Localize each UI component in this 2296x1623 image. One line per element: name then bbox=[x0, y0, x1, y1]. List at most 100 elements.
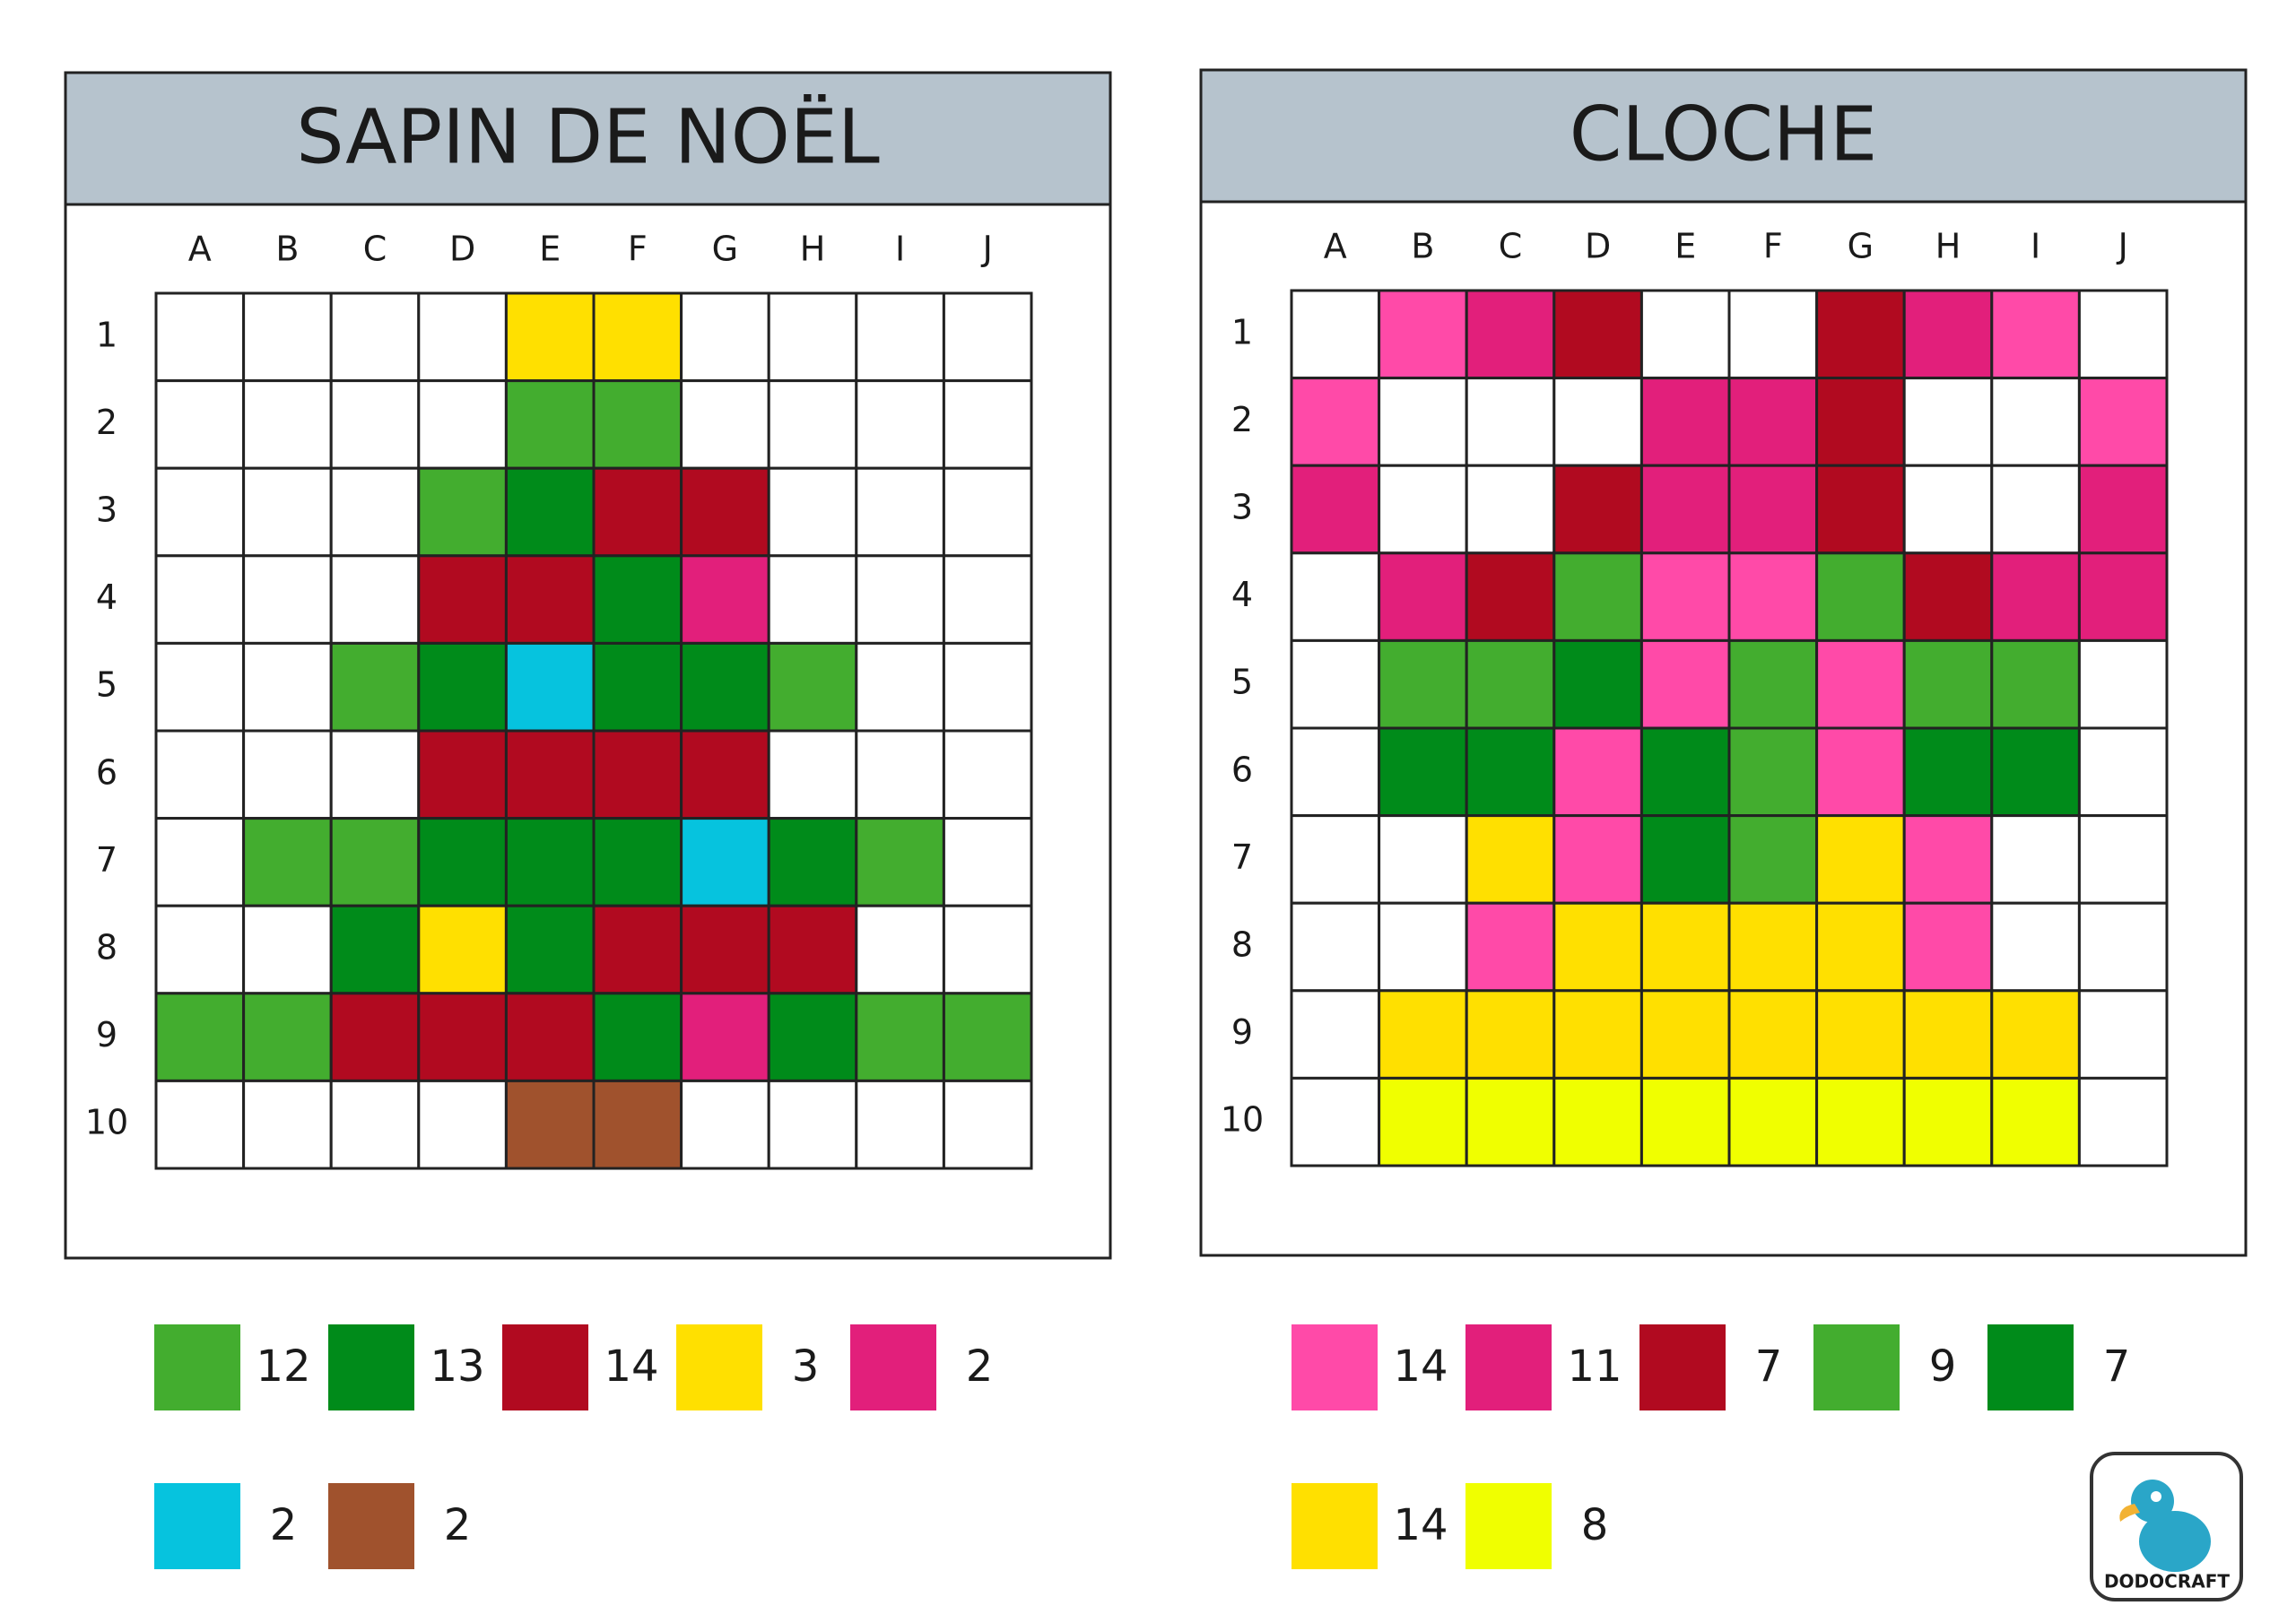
grid-cell bbox=[767, 1079, 858, 1170]
grid-cell bbox=[154, 992, 246, 1082]
grid-cell bbox=[767, 466, 858, 558]
grid-cell bbox=[1290, 289, 1381, 380]
grid-cell bbox=[1902, 989, 1994, 1080]
grid-cell bbox=[1902, 551, 1994, 642]
grid-cell bbox=[1815, 901, 1906, 993]
grid-cell bbox=[942, 554, 1033, 645]
grid-cell bbox=[329, 817, 421, 907]
grid-cell bbox=[242, 1079, 333, 1170]
row-label: 3 bbox=[1231, 488, 1253, 527]
grid-cell bbox=[1290, 989, 1381, 1080]
grid-cell bbox=[1639, 289, 1731, 380]
grid-cell bbox=[1639, 638, 1731, 730]
row-label: 6 bbox=[96, 752, 117, 792]
grid-cell bbox=[1990, 989, 2081, 1080]
legend-swatch bbox=[154, 1483, 240, 1569]
grid-cell bbox=[680, 554, 770, 645]
grid-cell bbox=[1815, 1076, 1906, 1167]
column-label: D bbox=[449, 230, 475, 269]
grid-cell bbox=[417, 466, 508, 558]
grid-cell bbox=[1552, 901, 1643, 993]
legend-swatch bbox=[850, 1324, 936, 1410]
grid-cell bbox=[242, 554, 333, 645]
logo-bird-beak bbox=[2119, 1504, 2140, 1522]
grid-cell bbox=[1639, 551, 1731, 642]
grid-cell bbox=[154, 904, 246, 995]
legend-count: 13 bbox=[430, 1341, 484, 1392]
grid-cell bbox=[592, 729, 683, 820]
grid-cell bbox=[1465, 289, 1556, 380]
grid-cell bbox=[1902, 726, 1994, 818]
grid-cell bbox=[1290, 726, 1381, 818]
legend-count: 11 bbox=[1567, 1341, 1622, 1392]
legend-count: 2 bbox=[444, 1500, 472, 1550]
grid-cell bbox=[1290, 638, 1381, 730]
grid-cell bbox=[2077, 464, 2169, 555]
grid-cell bbox=[592, 379, 683, 470]
grid-cell bbox=[1639, 464, 1731, 555]
legend-count: 7 bbox=[2103, 1341, 2131, 1392]
column-label: F bbox=[1763, 227, 1783, 266]
grid-cell bbox=[1378, 377, 1468, 467]
grid-cell bbox=[1465, 814, 1556, 905]
legend-swatch bbox=[1465, 1483, 1552, 1569]
grid-cell bbox=[1727, 464, 1819, 555]
grid-cell bbox=[154, 291, 246, 383]
grid-cell bbox=[242, 904, 333, 995]
row-label: 9 bbox=[1231, 1012, 1253, 1052]
grid-cell bbox=[1815, 989, 1906, 1080]
grid-cell bbox=[329, 291, 421, 383]
grid-cell bbox=[767, 291, 858, 383]
legend-count: 7 bbox=[1755, 1341, 1783, 1392]
grid-cell bbox=[680, 291, 770, 383]
logo-text: DODOCRAFT bbox=[2104, 1571, 2230, 1593]
column-label: G bbox=[1848, 227, 1874, 266]
grid-cell bbox=[242, 992, 333, 1082]
grid-cell bbox=[1290, 814, 1381, 905]
grid-cell bbox=[242, 379, 333, 470]
grid-cell bbox=[1990, 638, 2081, 730]
grid-cell bbox=[242, 466, 333, 558]
row-label: 10 bbox=[1221, 1100, 1264, 1140]
grid-cell bbox=[2077, 989, 2169, 1080]
grid-cell bbox=[1902, 377, 1994, 467]
grid-cell bbox=[1378, 289, 1468, 380]
grid-cell bbox=[1552, 377, 1643, 467]
grid-cell bbox=[592, 466, 683, 558]
column-label: J bbox=[2117, 227, 2128, 266]
legend-swatch bbox=[1465, 1324, 1552, 1410]
legend-swatch bbox=[1987, 1324, 2074, 1410]
grid-cell bbox=[1902, 289, 1994, 380]
row-label: 5 bbox=[96, 665, 117, 705]
column-label: G bbox=[712, 230, 738, 269]
row-label: 4 bbox=[1231, 575, 1253, 614]
grid-cell bbox=[504, 554, 596, 645]
legend-count: 2 bbox=[270, 1500, 298, 1550]
grid-cell bbox=[417, 817, 508, 907]
grid-cell bbox=[855, 291, 945, 383]
grid-cell bbox=[1378, 726, 1468, 818]
grid-cell bbox=[154, 641, 246, 733]
row-label: 5 bbox=[1231, 663, 1253, 702]
column-label: D bbox=[1585, 227, 1611, 266]
grid-cell bbox=[855, 1079, 945, 1170]
grid-cell bbox=[154, 729, 246, 820]
grid-cell bbox=[1727, 551, 1819, 642]
column-label: C bbox=[1499, 227, 1523, 266]
grid-cell bbox=[329, 554, 421, 645]
legend-swatch bbox=[1813, 1324, 1900, 1410]
grid-cell bbox=[417, 554, 508, 645]
grid-cell bbox=[1815, 726, 1906, 818]
grid-cell bbox=[417, 729, 508, 820]
grid-cell bbox=[1727, 1076, 1819, 1167]
column-label: E bbox=[1674, 227, 1696, 266]
row-label: 10 bbox=[85, 1103, 128, 1142]
puzzle-panel: CLOCHE A B C D E F G H I J 1 2 3 4 5 6 7 8 9 10 bbox=[1199, 68, 2248, 1257]
column-label: C bbox=[363, 230, 387, 269]
grid-cell bbox=[1990, 901, 2081, 993]
column-label: B bbox=[1411, 227, 1434, 266]
column-label: I bbox=[895, 230, 905, 269]
row-label: 2 bbox=[96, 403, 117, 442]
grid-cell bbox=[1815, 464, 1906, 555]
